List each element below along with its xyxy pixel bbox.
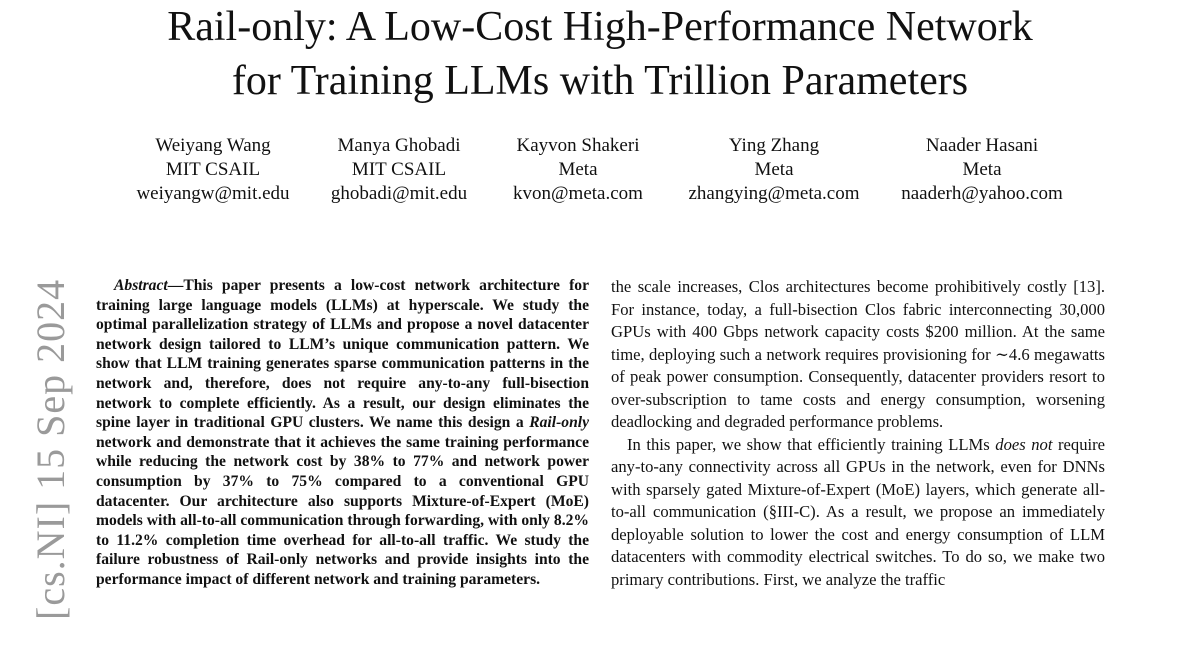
author-email: naaderh@yahoo.com [901, 183, 1063, 204]
body-paragraph-2-emphasis-not: not [1031, 434, 1053, 454]
abstract-text-1: This paper presents a low-cost network a… [96, 277, 589, 432]
paper-title-line-2: for Training LLMs with Trillion Paramete… [231, 58, 969, 104]
arxiv-stamp: [cs.NI] 15 Sep 2024 [28, 278, 73, 620]
author-email: kvon@meta.com [513, 183, 643, 204]
author-block: Naader Hasani Meta naaderh@yahoo.com [901, 134, 1063, 206]
author-block: Manya Ghobadi MIT CSAIL ghobadi@mit.edu [331, 134, 467, 206]
author-block: Ying Zhang Meta zhangying@meta.com [688, 134, 859, 206]
paper-title-line-1: Rail-only: A Low-Cost High-Performance N… [167, 4, 1033, 50]
author-affiliation: Meta [962, 159, 1002, 180]
author-block: Weiyang Wang MIT CSAIL weiyangw@mit.edu [136, 134, 289, 206]
author-affiliation: Meta [558, 159, 598, 180]
abstract-emphasis: Rail-only [529, 414, 589, 432]
body-paragraph-1: the scale increases, Clos architectures … [611, 277, 1105, 431]
author-affiliation: MIT CSAIL [165, 159, 261, 180]
abstract-lead: Abstract [114, 277, 168, 294]
author-name: Naader Hasani [925, 135, 1039, 156]
body-paragraph-2-text-b: require any-to-any connectivity across a… [611, 434, 1105, 589]
body-paragraph-2: In this paper, we show that efficiently … [611, 434, 1105, 592]
author-email: weiyangw@mit.edu [136, 183, 290, 204]
author-block: Kayvon Shakeri Meta kvon@meta.com [513, 134, 643, 206]
abstract: Abstract—This paper presents a low-cost … [96, 276, 589, 590]
body-paragraph-2-text-a: In this paper, we show that efficiently … [627, 434, 996, 454]
author-email: zhangying@meta.com [688, 183, 860, 204]
author-affiliation: MIT CSAIL [351, 159, 447, 180]
author-name: Ying Zhang [728, 135, 820, 156]
abstract-dash: — [167, 277, 184, 294]
abstract-text-2: network and demonstrate that it achieves… [96, 433, 589, 588]
body-paragraph-2-emphasis-does: does [995, 434, 1026, 454]
author-name: Kayvon Shakeri [516, 135, 640, 156]
author-name: Weiyang Wang [155, 135, 271, 156]
body-column-right: the scale increases, Clos architectures … [611, 276, 1105, 591]
author-affiliation: Meta [754, 159, 794, 180]
author-name: Manya Ghobadi [337, 135, 461, 156]
author-email: ghobadi@mit.edu [330, 183, 468, 204]
paper-title: Rail-only: A Low-Cost High-Performance N… [0, 0, 1200, 108]
